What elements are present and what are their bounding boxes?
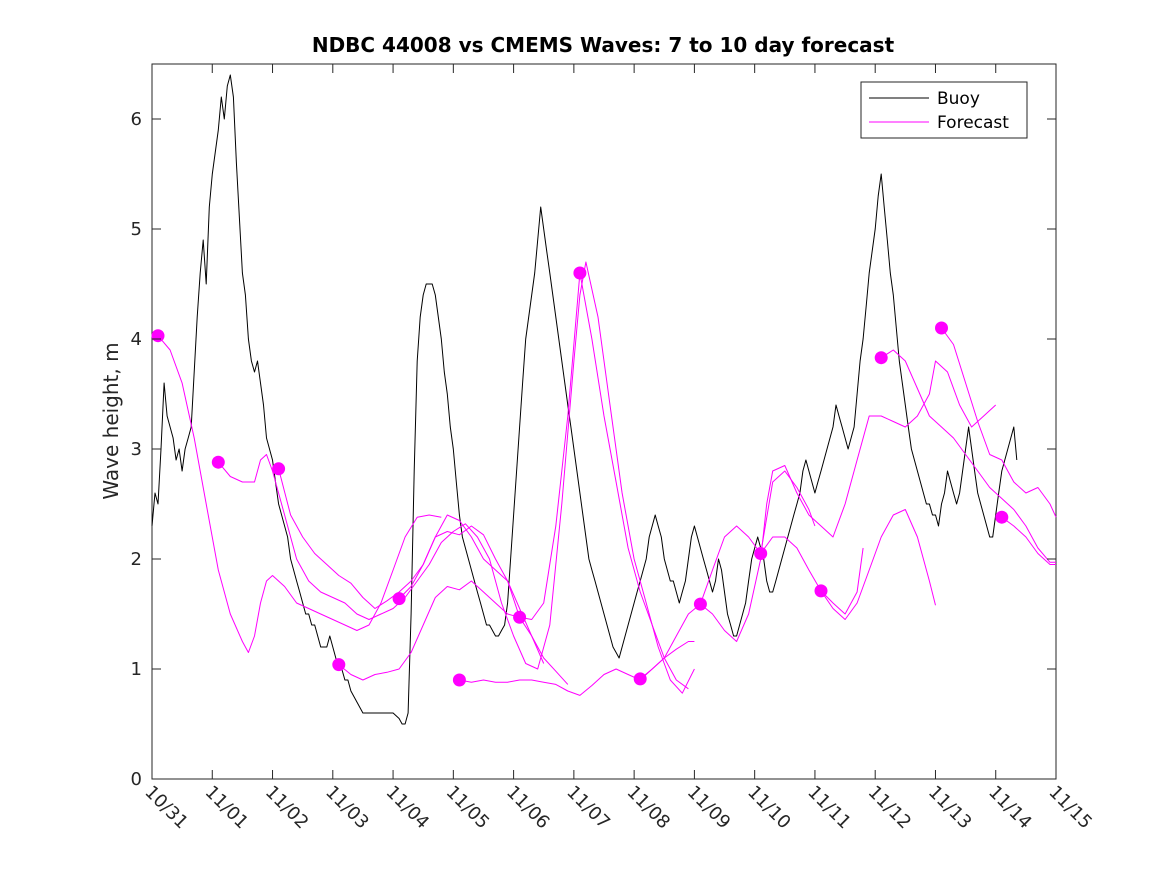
- series-line-forecast-5: [398, 525, 521, 618]
- forecast-start-marker-6: [513, 610, 527, 624]
- legend: Buoy Forecast: [860, 81, 1028, 139]
- y-tick-label: 4: [131, 329, 142, 350]
- series-line-forecast-2: [217, 261, 695, 694]
- y-axis-label: Wave height, m: [99, 342, 123, 499]
- series-line-forecast-11: [820, 547, 864, 615]
- series-line-forecast-1: [157, 335, 442, 653]
- y-tick-label: 6: [131, 109, 142, 130]
- legend-label-forecast: Forecast: [937, 113, 1009, 133]
- forecast-start-marker-11: [814, 584, 828, 598]
- forecast-start-marker-3: [332, 658, 346, 672]
- marker-layer: [151, 266, 1009, 687]
- plot-area: [151, 63, 1057, 780]
- y-tick-label: 0: [131, 769, 142, 790]
- y-tick-label: 2: [131, 549, 142, 570]
- forecast-start-marker-1: [211, 455, 225, 469]
- forecast-start-marker-13: [935, 321, 948, 335]
- forecast-start-marker-4: [392, 592, 406, 606]
- forecast-start-marker-0: [151, 329, 165, 343]
- series-line-buoy: [151, 74, 1018, 725]
- forecast-start-marker-2: [272, 462, 286, 476]
- y-tick-label: 3: [131, 439, 142, 460]
- legend-label-buoy: Buoy: [937, 89, 980, 109]
- forecast-start-marker-12: [874, 351, 888, 365]
- forecast-start-marker-10: [754, 547, 768, 560]
- forecast-start-marker-5: [452, 673, 466, 687]
- series-line-forecast-7: [519, 617, 545, 664]
- y-tick-label: 5: [131, 219, 142, 240]
- forecast-start-marker-7: [573, 266, 587, 280]
- legend-box: [860, 81, 1028, 139]
- forecast-start-marker-9: [693, 597, 707, 611]
- y-tick-label: 1: [131, 659, 142, 680]
- series-line-forecast-12: [880, 349, 1056, 563]
- forecast-start-marker-14: [995, 510, 1009, 524]
- series-line-forecast-10: [760, 470, 816, 554]
- forecast-start-marker-8: [633, 672, 647, 686]
- series-line-forecast-14: [1001, 516, 1056, 565]
- series-line-forecast-13: [941, 327, 1057, 518]
- chart-title: NDBC 44008 vs CMEMS Waves: 7 to 10 day f…: [312, 33, 895, 57]
